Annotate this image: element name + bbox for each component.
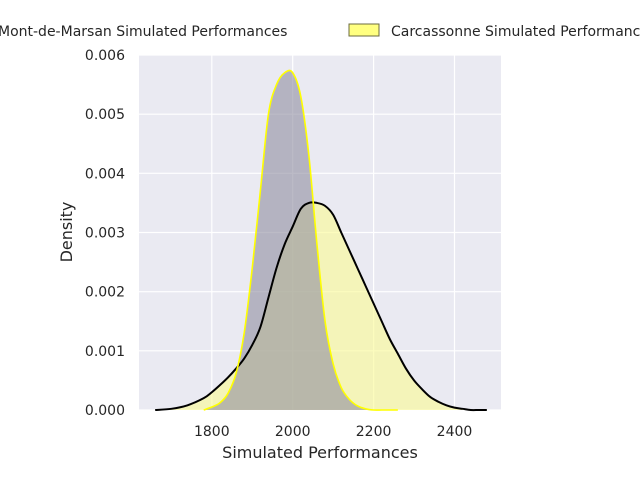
density-fills <box>155 70 487 411</box>
legend: Mont-de-Marsan Simulated Performances Ca… <box>0 23 640 40</box>
x-axis-label: Simulated Performances <box>222 443 418 462</box>
density-fill-1 <box>203 70 398 411</box>
y-tick-label: 0.005 <box>85 107 125 123</box>
legend-label-mont-de-marsan: Mont-de-Marsan Simulated Performances <box>0 24 287 40</box>
density-line-1 <box>203 69 398 411</box>
legend-swatch-carcassonne <box>348 23 380 37</box>
x-tick-labels: 1800 2000 2200 2400 <box>194 424 472 440</box>
y-tick-labels: 0.000 0.001 0.002 0.003 0.004 0.005 0.006 <box>85 48 125 419</box>
x-tick-label: 1800 <box>194 424 230 440</box>
density-line-0 <box>155 201 487 412</box>
y-tick-label: 0.000 <box>85 403 125 419</box>
x-tick-label: 2200 <box>356 424 392 440</box>
y-axis-label: Density <box>57 202 76 263</box>
y-tick-label: 0.002 <box>85 285 125 301</box>
legend-label-carcassonne: Carcassonne Simulated Performances <box>391 24 640 40</box>
y-tick-label: 0.006 <box>85 48 125 64</box>
x-tick-label: 2000 <box>275 424 311 440</box>
y-tick-label: 0.004 <box>85 166 125 182</box>
x-tick-label: 2400 <box>437 424 473 440</box>
y-tick-label: 0.003 <box>85 226 125 242</box>
y-tick-label: 0.001 <box>85 344 125 360</box>
density-lines <box>155 69 487 412</box>
